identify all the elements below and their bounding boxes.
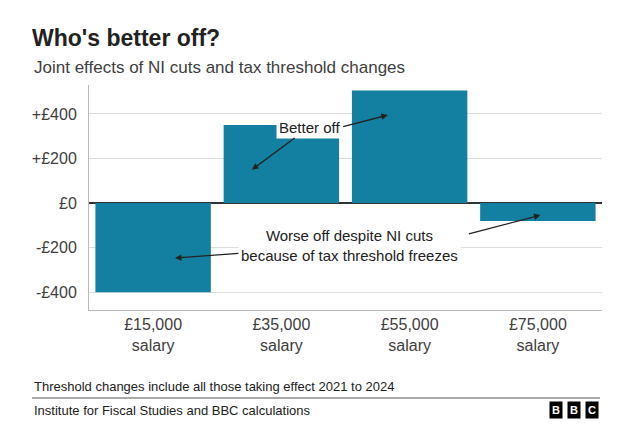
svg-text:+£400: +£400 [32,106,77,123]
svg-text:B: B [552,404,560,416]
svg-text:+£200: +£200 [32,150,77,167]
svg-text:Who's better off?: Who's better off? [32,25,220,51]
svg-text:£55,000salary: £55,000salary [381,316,439,354]
svg-text:Joint effects of NI cuts and t: Joint effects of NI cuts and tax thresho… [34,58,405,77]
svg-text:£35,000salary: £35,000salary [252,316,310,354]
svg-text:£75,000salary: £75,000salary [509,316,567,354]
svg-text:B: B [570,404,578,416]
svg-text:-£200: -£200 [36,239,77,256]
svg-text:Threshold changes include all: Threshold changes include all those taki… [34,379,394,394]
svg-text:£15,000salary: £15,000salary [124,316,182,354]
svg-text:Institute for Fiscal Studies a: Institute for Fiscal Studies and BBC cal… [34,403,311,418]
svg-text:Better off: Better off [279,119,340,136]
svg-text:C: C [588,404,596,416]
svg-text:Worse off despite NI cutsbecau: Worse off despite NI cutsbecause of tax … [241,227,458,264]
svg-text:£0: £0 [59,195,77,212]
svg-text:-£400: -£400 [36,284,77,301]
